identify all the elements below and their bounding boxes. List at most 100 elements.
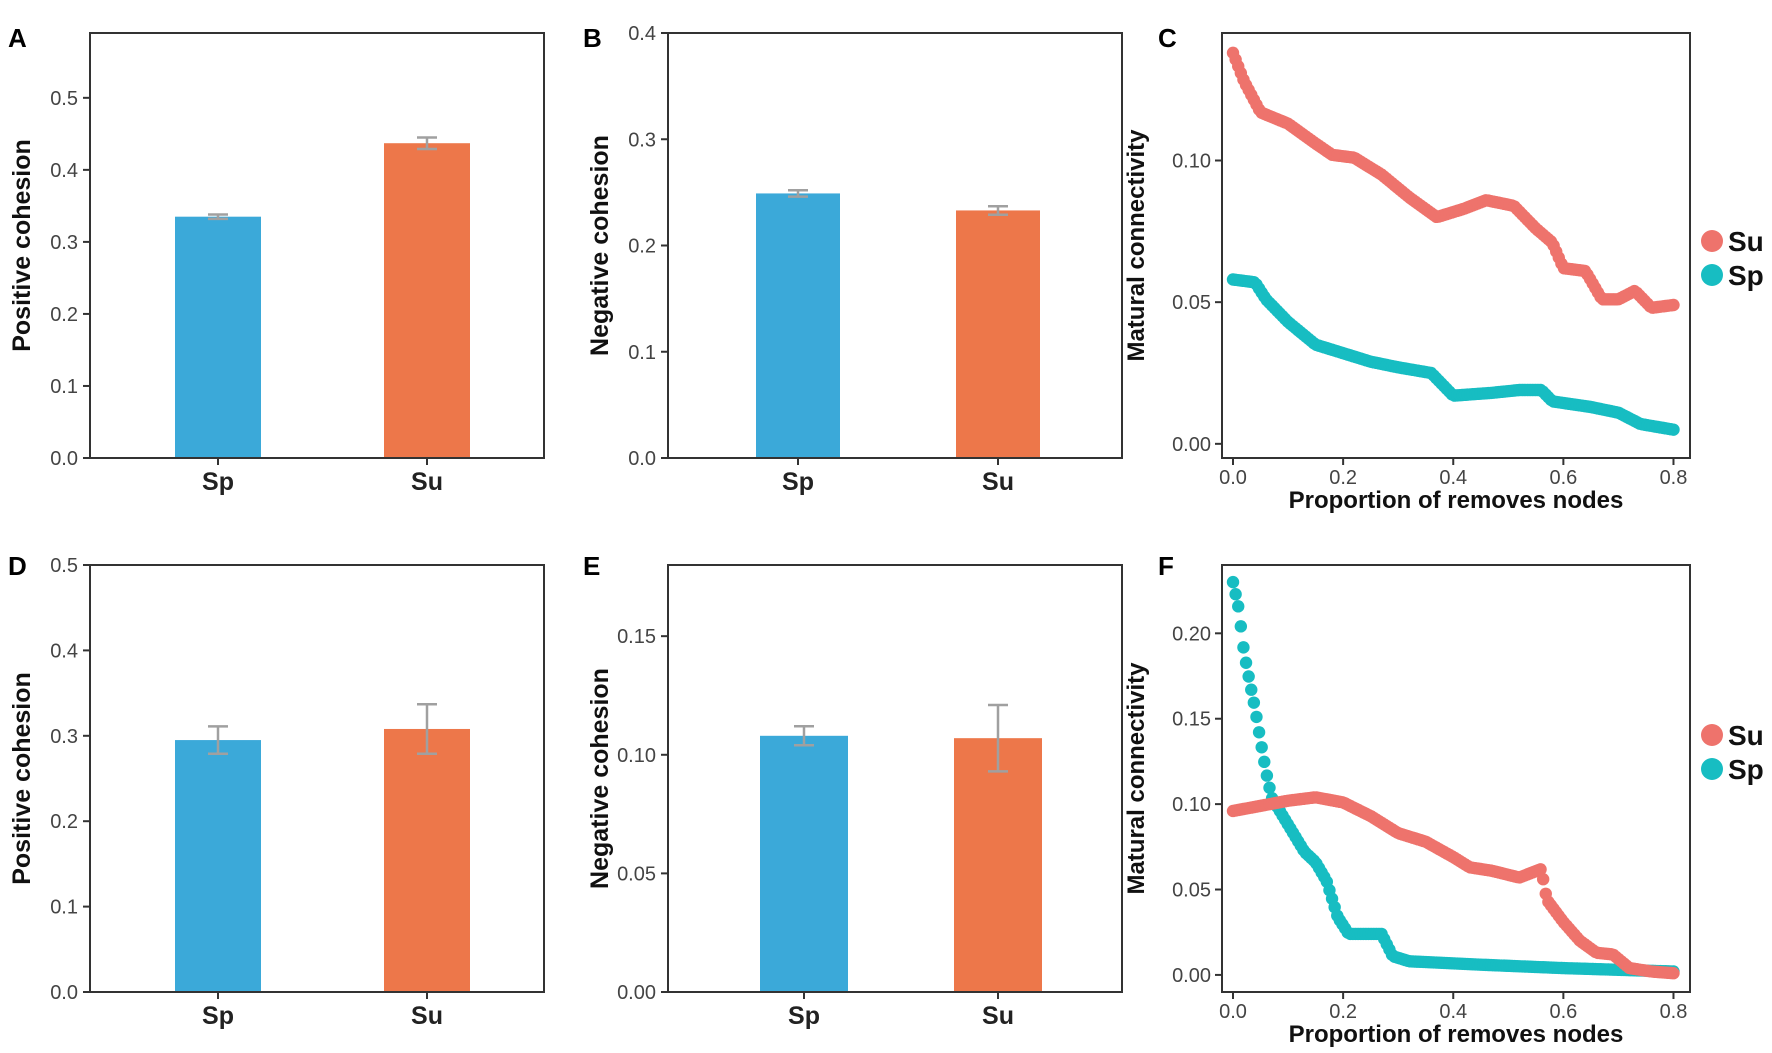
y-tick-label: 0.00 xyxy=(617,982,656,1004)
y-tick-label: 0.2 xyxy=(50,304,78,326)
x-tick-label: 0.0 xyxy=(1219,1001,1247,1023)
x-tick-label: 0.8 xyxy=(1660,467,1688,489)
x-tick-label: Su xyxy=(982,468,1014,496)
x-tick-label: 0.6 xyxy=(1549,1001,1577,1023)
x-tick-label: Su xyxy=(411,1002,443,1030)
y-tick-label: 0.5 xyxy=(50,555,78,577)
plot-frame xyxy=(667,564,1123,993)
panel-letter: D xyxy=(8,551,27,581)
y-axis-label: Positive cohesion xyxy=(8,672,36,885)
bar-sp xyxy=(756,193,840,458)
y-tick-label: 0.5 xyxy=(50,88,78,110)
y-tick-label: 0.15 xyxy=(617,626,656,648)
x-tick-label: 0.0 xyxy=(1219,467,1247,489)
legend-label-sp: Sp xyxy=(1728,754,1764,785)
x-axis-label: Proportion of removes nodes xyxy=(1289,1021,1624,1048)
data-point-sp xyxy=(1255,741,1268,754)
y-tick-label: 0.05 xyxy=(1172,880,1211,902)
x-axis-label: Proportion of removes nodes xyxy=(1289,487,1624,514)
panel-letter: C xyxy=(1158,23,1177,53)
plot-frame xyxy=(89,564,545,993)
y-tick-label: 0.05 xyxy=(1172,292,1211,314)
legend-marker-su xyxy=(1701,724,1723,746)
plot-frame xyxy=(667,32,1123,459)
x-tick-label: 0.2 xyxy=(1329,1001,1357,1023)
y-tick-label: 0.4 xyxy=(628,23,656,45)
y-tick-label: 0.15 xyxy=(1172,709,1211,731)
legend-marker-sp xyxy=(1701,264,1723,286)
y-tick-label: 0.3 xyxy=(628,129,656,151)
data-point-sp xyxy=(1247,696,1261,709)
data-point-sp xyxy=(1242,670,1255,683)
y-tick-label: 0.2 xyxy=(628,236,656,258)
y-axis-label: Negative cohesion xyxy=(586,135,614,356)
legend-label-su: Su xyxy=(1728,720,1764,751)
y-tick-label: 0.20 xyxy=(1172,623,1211,645)
panel-letter: F xyxy=(1158,551,1174,581)
data-point-su xyxy=(1536,873,1550,886)
legend-label-sp: Sp xyxy=(1728,260,1764,291)
data-point-sp xyxy=(1250,710,1263,724)
y-tick-label: 0.2 xyxy=(50,811,78,833)
data-point-sp xyxy=(1258,755,1271,769)
data-point-sp xyxy=(1239,656,1253,669)
data-point-su xyxy=(1667,298,1680,312)
y-tick-label: 0.4 xyxy=(50,160,78,182)
legend-marker-su xyxy=(1701,230,1723,252)
y-axis-label: Positive cohesion xyxy=(8,139,36,352)
panel-letter: A xyxy=(8,23,27,53)
data-point-sp xyxy=(1234,620,1248,633)
x-tick-label: Sp xyxy=(782,468,814,496)
x-tick-label: Sp xyxy=(202,1002,234,1030)
data-point-sp xyxy=(1263,781,1276,794)
legend-marker-sp xyxy=(1701,758,1723,780)
y-tick-label: 0.00 xyxy=(1172,434,1211,456)
plot-frame xyxy=(1221,32,1691,459)
y-tick-label: 0.1 xyxy=(50,376,78,398)
bar-su xyxy=(384,143,470,459)
legend-label-su: Su xyxy=(1728,226,1764,257)
data-point-sp xyxy=(1229,588,1242,601)
x-tick-label: Sp xyxy=(788,1002,820,1030)
y-tick-label: 0.3 xyxy=(50,726,78,748)
bar-sp xyxy=(175,740,261,992)
panel-letter: B xyxy=(583,23,602,53)
y-tick-label: 0.05 xyxy=(617,863,656,885)
data-point-sp xyxy=(1237,641,1250,654)
y-axis-label: Matural connectivity xyxy=(1123,662,1150,895)
bar-sp xyxy=(760,735,848,992)
x-tick-label: 0.8 xyxy=(1660,1001,1688,1023)
y-tick-label: 0.1 xyxy=(50,897,78,919)
x-tick-label: 0.4 xyxy=(1439,467,1467,489)
y-tick-label: 0.10 xyxy=(1172,794,1211,816)
x-tick-label: Su xyxy=(411,468,443,496)
y-tick-label: 0.00 xyxy=(1172,965,1211,987)
y-tick-label: 0.10 xyxy=(1172,151,1211,173)
data-point-sp xyxy=(1232,600,1245,613)
x-tick-label: Su xyxy=(982,1002,1014,1030)
x-tick-label: 0.4 xyxy=(1439,1001,1467,1023)
y-tick-label: 0.0 xyxy=(628,448,656,470)
bar-sp xyxy=(175,216,261,458)
plot-frame xyxy=(1221,564,1691,993)
bar-su xyxy=(384,728,470,992)
plot-frame xyxy=(89,32,545,459)
data-point-sp xyxy=(1667,423,1680,436)
y-tick-label: 0.3 xyxy=(50,232,78,254)
data-point-su xyxy=(1667,967,1680,980)
y-axis-label: Negative cohesion xyxy=(586,668,614,889)
panel-letter: E xyxy=(583,551,600,581)
data-point-sp xyxy=(1245,683,1258,696)
y-tick-label: 0.0 xyxy=(50,982,78,1004)
data-point-sp xyxy=(1260,769,1274,782)
data-point-su xyxy=(1534,863,1547,876)
y-tick-label: 0.4 xyxy=(50,640,78,662)
data-point-sp xyxy=(1226,575,1240,589)
data-point-sp xyxy=(1252,726,1266,739)
x-tick-label: 0.6 xyxy=(1549,467,1577,489)
y-tick-label: 0.0 xyxy=(50,448,78,470)
bar-su xyxy=(954,738,1042,992)
y-axis-label: Matural connectivity xyxy=(1123,129,1150,362)
bar-su xyxy=(956,210,1040,458)
